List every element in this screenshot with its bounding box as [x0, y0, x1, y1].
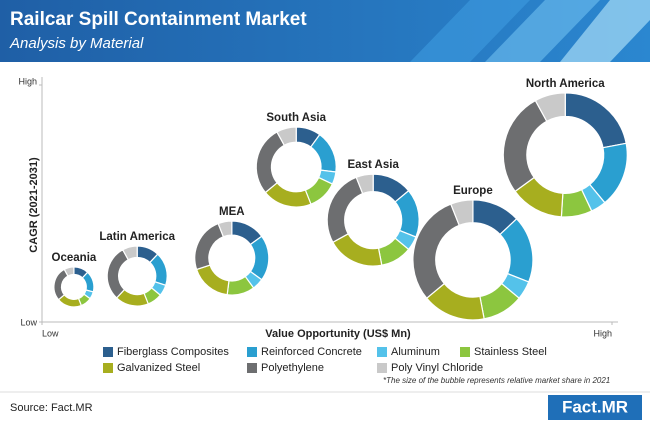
region-label: South Asia — [266, 112, 326, 124]
region-label: Oceania — [52, 252, 97, 264]
y-axis-label: CAGR (2021-2031) — [28, 157, 40, 253]
legend-label: Reinforced Concrete — [261, 346, 362, 358]
source: Source: Fact.MR — [10, 402, 93, 414]
y-tick-label: High — [18, 76, 37, 86]
header-stripe — [485, 0, 600, 62]
donut-segment — [450, 199, 474, 227]
header-stripe — [410, 0, 530, 62]
donut-segment — [63, 266, 75, 277]
donut — [255, 126, 337, 208]
donut-segment — [255, 131, 286, 194]
legend-swatch — [460, 347, 470, 357]
note: *The size of the bubble represents relat… — [383, 376, 610, 385]
donut — [53, 266, 95, 308]
logo-box — [548, 395, 642, 420]
legend-swatch — [103, 347, 113, 357]
donut-segment — [195, 264, 230, 296]
region-label: North America — [526, 78, 605, 90]
x-tick-label: Low — [42, 328, 59, 338]
donut-segment — [502, 99, 548, 193]
donut-segment — [564, 92, 627, 149]
x-axis-label: Value Opportunity (US$ Mn) — [265, 328, 411, 340]
donut — [502, 92, 628, 218]
region-label: MEA — [219, 206, 245, 218]
donut-segment — [326, 176, 364, 244]
legend-label: Poly Vinyl Chloride — [391, 362, 483, 374]
legend-swatch — [377, 363, 387, 373]
donut — [326, 173, 420, 267]
donut-segment — [121, 245, 138, 261]
logo: Fact.MR — [562, 397, 628, 416]
chart-title: Railcar Spill Containment Market — [10, 9, 307, 30]
region-label: Latin America — [99, 231, 175, 243]
donut — [106, 245, 168, 307]
chart-subtitle: Analysis by Material — [9, 35, 144, 52]
legend-swatch — [103, 363, 113, 373]
legend-label: Galvanized Steel — [117, 362, 200, 374]
y-tick-label: Low — [20, 317, 37, 327]
header-stripe — [560, 0, 650, 62]
legend-label: Aluminum — [391, 346, 440, 358]
donut-segment — [217, 220, 233, 238]
legend-swatch — [377, 347, 387, 357]
donut-segment — [412, 203, 461, 299]
legend-swatch — [247, 347, 257, 357]
donut — [412, 199, 534, 321]
donut-segment — [53, 268, 69, 301]
donut-segment — [194, 222, 225, 271]
donut-segment — [534, 92, 566, 123]
region-label: East Asia — [347, 159, 399, 171]
donut — [194, 220, 270, 296]
donut-segment — [276, 126, 297, 147]
x-tick-label: High — [593, 328, 612, 338]
legend-swatch — [247, 363, 257, 373]
legend-label: Polyethylene — [261, 362, 324, 374]
donut-segment — [355, 173, 374, 195]
region-label: Europe — [453, 185, 493, 197]
donut-segment — [81, 271, 95, 293]
legend-label: Stainless Steel — [474, 346, 547, 358]
legend-label: Fiberglass Composites — [117, 346, 229, 358]
